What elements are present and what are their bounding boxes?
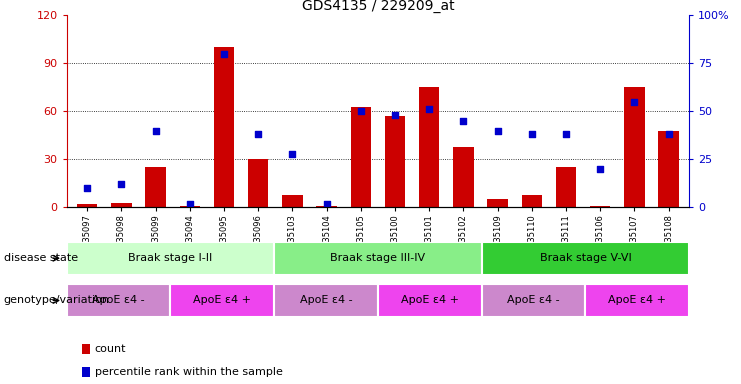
Bar — [170, 284, 274, 317]
Bar — [488, 199, 508, 207]
Bar — [556, 167, 576, 207]
Bar — [248, 159, 268, 207]
Point — [218, 51, 230, 57]
Point — [82, 185, 93, 191]
Point — [389, 112, 401, 118]
Bar — [385, 116, 405, 207]
Title: GDS4135 / 229209_at: GDS4135 / 229209_at — [302, 0, 454, 13]
Point — [662, 131, 674, 137]
Bar — [350, 107, 371, 207]
Point — [526, 131, 538, 137]
Bar — [274, 242, 482, 275]
Bar — [624, 88, 645, 207]
Point — [116, 181, 127, 187]
Bar — [585, 284, 689, 317]
Bar — [658, 131, 679, 207]
Bar — [77, 204, 98, 207]
Text: Braak stage V-VI: Braak stage V-VI — [539, 253, 631, 263]
Text: genotype/variation: genotype/variation — [4, 295, 110, 306]
Bar — [145, 167, 166, 207]
Bar — [522, 195, 542, 207]
Bar — [282, 195, 302, 207]
Bar — [419, 88, 439, 207]
Text: Braak stage I-II: Braak stage I-II — [128, 253, 213, 263]
Text: disease state: disease state — [4, 253, 78, 263]
Bar — [67, 242, 274, 275]
Text: count: count — [95, 344, 127, 354]
Text: ApoE ε4 +: ApoE ε4 + — [608, 295, 666, 306]
Bar — [111, 203, 132, 207]
Point — [492, 127, 504, 134]
Text: ApoE ε4 +: ApoE ε4 + — [401, 295, 459, 306]
Bar — [453, 147, 473, 207]
Point — [287, 151, 299, 157]
Text: percentile rank within the sample: percentile rank within the sample — [95, 367, 283, 377]
Text: ApoE ε4 -: ApoE ε4 - — [507, 295, 560, 306]
Bar — [590, 206, 611, 207]
Point — [355, 108, 367, 114]
Point — [560, 131, 572, 137]
Point — [628, 99, 640, 105]
Point — [150, 127, 162, 134]
Bar — [274, 284, 378, 317]
Point — [594, 166, 606, 172]
Point — [457, 118, 469, 124]
Text: Braak stage III-IV: Braak stage III-IV — [330, 253, 425, 263]
Point — [321, 200, 333, 207]
Point — [184, 200, 196, 207]
Point — [423, 106, 435, 113]
Bar — [67, 284, 170, 317]
Bar — [179, 206, 200, 207]
Text: ApoE ε4 -: ApoE ε4 - — [92, 295, 145, 306]
Text: ApoE ε4 +: ApoE ε4 + — [193, 295, 251, 306]
Bar — [316, 206, 337, 207]
Bar — [378, 284, 482, 317]
Text: ApoE ε4 -: ApoE ε4 - — [299, 295, 353, 306]
Bar — [213, 47, 234, 207]
Point — [252, 131, 264, 137]
Bar — [482, 242, 689, 275]
Bar — [482, 284, 585, 317]
